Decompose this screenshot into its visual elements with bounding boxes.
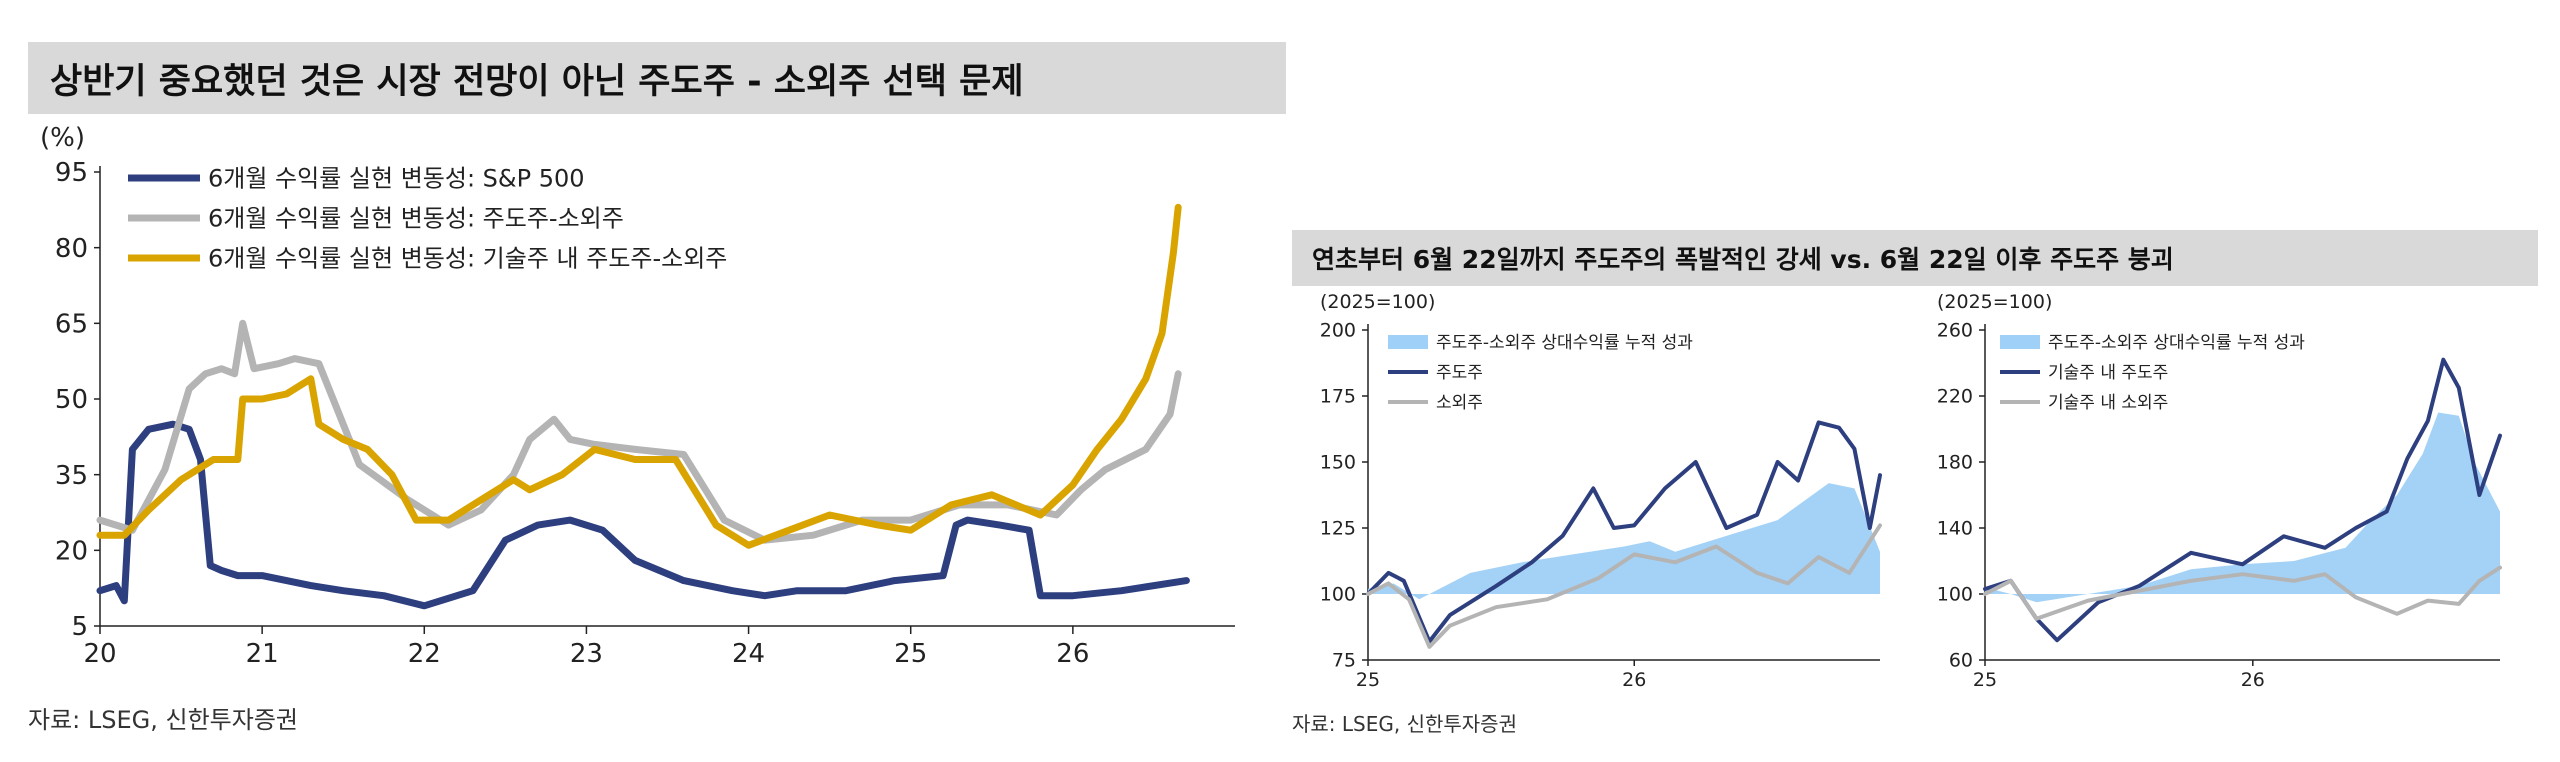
right-b-legend-label: 기술주 내 주도주 (2048, 363, 2168, 383)
right-b-ytick-label: 260 (1937, 320, 1973, 342)
left-xtick-label: 20 (83, 639, 116, 669)
right-a-unit-label: (2025=100) (1320, 291, 1435, 313)
right-source-note: 자료: LSEG, 신한투자증권 (1292, 712, 1517, 736)
left-chart-title: 상반기 중요했던 것은 시장 전망이 아닌 주도주 - 소외주 선택 문제 (28, 42, 1286, 114)
left-ytick-label: 20 (55, 536, 88, 566)
right-a-legend-label: 주도주-소외주 상대수익률 누적 성과 (1436, 333, 1693, 353)
left-legend-label: 6개월 수익률 실현 변동성: 주도주-소외주 (208, 204, 624, 232)
right-a-series-line (1366, 523, 1882, 649)
left-series-line (96, 420, 1190, 610)
left-xtick-label: 23 (570, 639, 603, 669)
right-a-ytick-label: 100 (1320, 584, 1356, 606)
left-source-note: 자료: LSEG, 신한투자증권 (28, 706, 298, 734)
right-b-ytick-label: 100 (1937, 584, 1973, 606)
left-ytick-label: 50 (55, 385, 88, 415)
left-legend-label: 6개월 수익률 실현 변동성: 기술주 내 주도주-소외주 (208, 244, 727, 272)
right-a-ytick-label: 75 (1332, 650, 1356, 672)
right-chart-title: 연초부터 6월 22일까지 주도주의 폭발적인 강세 vs. 6월 22일 이후… (1292, 230, 2538, 286)
right-b-legend-label: 기술주 내 소외주 (2048, 393, 2168, 413)
right-a-ytick-label: 200 (1320, 320, 1356, 342)
left-ytick-label: 35 (55, 461, 88, 491)
left-ytick-label: 65 (55, 309, 88, 339)
right-a-ytick-label: 175 (1320, 386, 1356, 408)
right-b-xtick-label: 25 (1973, 669, 1997, 691)
right-b-unit-label: (2025=100) (1937, 291, 2052, 313)
left-xtick-label: 24 (732, 639, 765, 669)
left-xtick-label: 22 (408, 639, 441, 669)
left-unit-label: (%) (40, 123, 85, 153)
right-b-legend-label: 주도주-소외주 상대수익률 누적 성과 (2048, 333, 2305, 353)
right-b-series-area (1985, 412, 2500, 603)
left-legend-label: 6개월 수익률 실현 변동성: S&P 500 (208, 164, 585, 192)
right-a-legend-swatch (1388, 335, 1428, 349)
left-xtick-label: 21 (246, 639, 279, 669)
left-ytick-label: 5 (71, 612, 88, 642)
right-a-xtick-label: 26 (1622, 669, 1646, 691)
right-a-xtick-label: 25 (1356, 669, 1380, 691)
left-xtick-label: 25 (894, 639, 927, 669)
right-b-ytick-label: 220 (1937, 386, 1973, 408)
right-b-series-line (1983, 565, 2502, 621)
right-b-ytick-label: 180 (1937, 452, 1973, 474)
right-b-xtick-label: 26 (2241, 669, 2265, 691)
right-a-legend-label: 주도주 (1436, 363, 1483, 383)
left-xtick-label: 26 (1056, 639, 1089, 669)
right-b-ytick-label: 140 (1937, 518, 1973, 540)
right-b-series-line (1983, 357, 2502, 643)
right-b-legend-swatch (2000, 335, 2040, 349)
left-ytick-label: 95 (55, 158, 88, 188)
left-series-line (96, 203, 1182, 549)
right-a-series-line (1366, 420, 1882, 644)
right-a-ytick-label: 150 (1320, 452, 1356, 474)
left-ytick-label: 80 (55, 234, 88, 264)
right-b-ytick-label: 60 (1949, 650, 1973, 672)
right-a-ytick-label: 125 (1320, 518, 1356, 540)
right-a-legend-label: 소외주 (1436, 393, 1483, 413)
right-a-series-area (1368, 483, 1880, 600)
